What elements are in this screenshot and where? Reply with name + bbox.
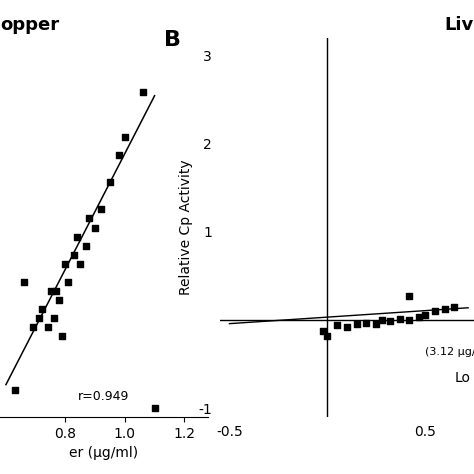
Point <box>451 303 458 310</box>
Point <box>396 315 403 323</box>
Point <box>378 316 386 324</box>
Point <box>53 287 60 294</box>
Text: (3.12 μg/g: (3.12 μg/g <box>425 346 474 356</box>
Point <box>319 327 327 335</box>
Point <box>121 134 128 141</box>
Point <box>20 278 27 285</box>
Point <box>64 278 72 285</box>
Point <box>115 152 123 159</box>
X-axis label: er (μg/ml): er (μg/ml) <box>70 447 138 460</box>
Point <box>44 323 51 331</box>
Point <box>373 320 380 328</box>
Point <box>62 260 69 267</box>
Point <box>59 332 66 340</box>
Point <box>91 224 99 231</box>
Point <box>82 242 90 249</box>
Point <box>415 313 423 320</box>
Point <box>151 404 158 412</box>
Y-axis label: Relative Cp Activity: Relative Cp Activity <box>179 160 193 295</box>
Point <box>323 332 331 340</box>
Point <box>97 206 105 213</box>
Point <box>29 323 36 331</box>
Point <box>55 296 63 303</box>
Point <box>363 319 370 327</box>
Point <box>441 305 448 312</box>
Point <box>406 292 413 300</box>
Point <box>406 316 413 324</box>
Point <box>343 323 351 331</box>
Text: opper: opper <box>0 16 59 34</box>
Point <box>431 308 438 315</box>
Point <box>386 317 394 325</box>
Point <box>353 320 360 328</box>
Point <box>76 260 84 267</box>
Point <box>50 314 57 321</box>
Point <box>35 314 43 321</box>
Point <box>73 233 81 240</box>
Text: B: B <box>164 30 181 50</box>
Point <box>71 251 78 258</box>
Text: Lo: Lo <box>455 371 470 385</box>
Point <box>106 179 114 186</box>
Point <box>421 311 429 319</box>
Point <box>333 321 341 328</box>
Text: r=0.949: r=0.949 <box>78 390 130 403</box>
Point <box>85 215 93 222</box>
Point <box>38 305 46 312</box>
Point <box>47 287 55 294</box>
Point <box>11 386 18 394</box>
Text: Liv: Liv <box>445 16 474 34</box>
Point <box>139 88 146 96</box>
